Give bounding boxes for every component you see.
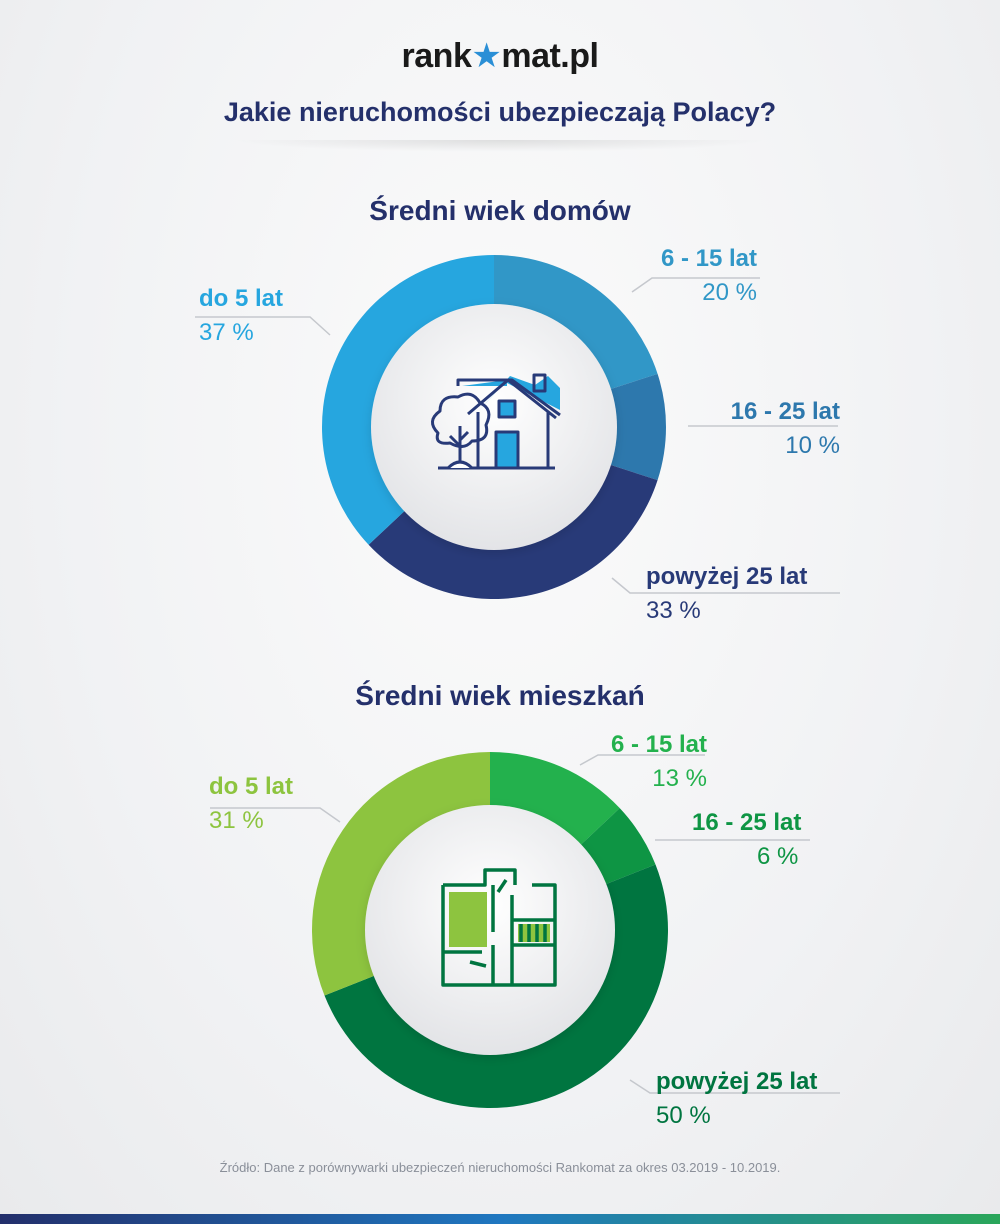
leader-line	[629, 1079, 840, 1094]
subtitle-shadow	[230, 140, 770, 152]
donut-slice-4	[321, 255, 494, 545]
label-apartments-do-5: do 5 lat 31 %	[209, 773, 293, 835]
leader-line	[210, 807, 341, 823]
donut-apartments-center	[365, 805, 615, 1055]
donut-houses-center	[371, 304, 617, 550]
label-name: 6 - 15 lat	[660, 245, 757, 272]
label-name: powyżej 25 lat	[646, 563, 808, 590]
label-name: do 5 lat	[199, 285, 284, 312]
label-name: powyżej 25 lat	[656, 1068, 818, 1095]
label-value: 37 %	[199, 319, 254, 346]
leader-line	[579, 754, 705, 766]
label-name: 16 - 25 lat	[730, 398, 840, 425]
label-apartments-6-15: 6 - 15 lat 13 %	[590, 731, 707, 793]
label-houses-16-25: 16 - 25 lat 10 %	[690, 398, 840, 460]
label-houses-25-plus: powyżej 25 lat 33 %	[646, 563, 807, 625]
label-value: 50 %	[656, 1102, 711, 1129]
chart-title-houses: Średni wiek domów	[369, 195, 631, 226]
leader-line	[631, 277, 760, 293]
logo-text-left: rank	[401, 37, 472, 75]
logo: rank★mat.pl	[0, 36, 1000, 76]
house-icon	[431, 373, 561, 470]
label-houses-do-5: do 5 lat 37 %	[199, 285, 283, 347]
donut-slice-3	[368, 464, 658, 599]
donut-slice-2	[608, 373, 666, 481]
leader-line	[195, 316, 331, 336]
label-value: 33 %	[646, 597, 701, 624]
bottom-gradient-bar	[0, 1214, 1000, 1224]
source-note: Źródło: Dane z porównywarki ubezpieczeń …	[219, 1160, 781, 1175]
donut-slice-1	[494, 255, 658, 390]
label-houses-6-15: 6 - 15 lat 20 %	[640, 245, 757, 307]
donut-apartments-slices	[311, 752, 669, 1109]
donut-slice-4	[311, 752, 490, 996]
label-name: 16 - 25 lat	[692, 809, 802, 836]
donut-slice-3	[324, 864, 669, 1109]
label-name: do 5 lat	[209, 773, 294, 800]
label-apartments-16-25: 16 - 25 lat 6 %	[692, 809, 801, 871]
donut-slice-1	[490, 752, 620, 848]
leader-line	[611, 577, 840, 594]
label-value: 10 %	[785, 432, 840, 459]
label-value: 6 %	[757, 843, 799, 870]
label-name: 6 - 15 lat	[610, 731, 707, 758]
label-value: 20 %	[702, 279, 757, 306]
logo-text-right: mat.pl	[501, 37, 599, 75]
floor-plan-icon	[441, 868, 557, 987]
donut-houses-slices	[321, 255, 666, 599]
chart-title-apartments: Średni wiek mieszkań	[355, 680, 645, 711]
page-subtitle: Jakie nieruchomości ubezpieczają Polacy?	[223, 97, 777, 127]
label-value: 13 %	[652, 765, 707, 792]
label-value: 31 %	[209, 807, 264, 834]
label-apartments-25-plus: powyżej 25 lat 50 %	[656, 1068, 817, 1130]
star-icon: ★	[471, 37, 502, 75]
